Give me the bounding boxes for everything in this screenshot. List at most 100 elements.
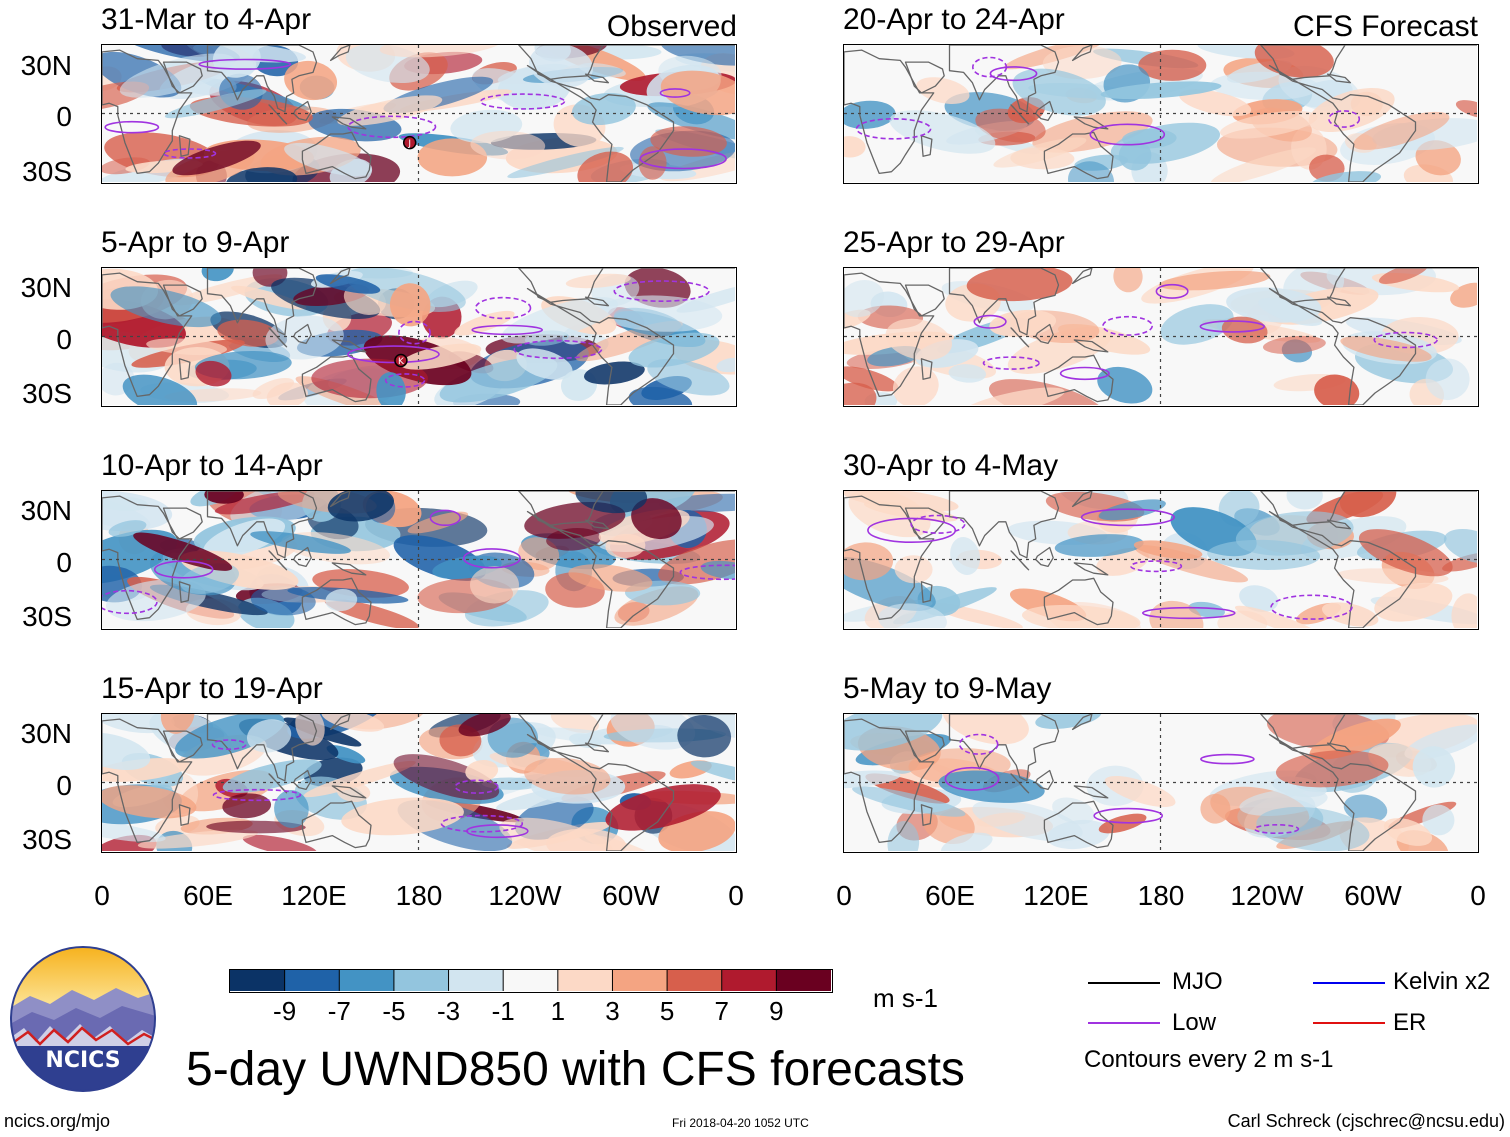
website-link[interactable]: ncics.org/mjo <box>4 1111 111 1131</box>
coastline <box>329 268 351 285</box>
coastline <box>1326 519 1352 530</box>
panel-title-obs-2: 5-Apr to 9-Apr <box>101 226 290 259</box>
coastline <box>1043 354 1114 403</box>
panel-title-obs-4: 15-Apr to 19-Apr <box>101 672 323 705</box>
anomaly-blob <box>1068 161 1114 182</box>
map-canvas <box>844 491 1477 628</box>
anomaly-blob <box>1012 68 1106 116</box>
anomaly-blob <box>203 518 286 558</box>
coastline <box>102 495 193 621</box>
anomaly-blob <box>1200 793 1231 824</box>
anomaly-blob <box>993 137 1087 168</box>
low-contour <box>1270 594 1353 620</box>
map-canvas: J <box>102 45 735 182</box>
colorbar-swatch <box>721 970 777 991</box>
anomaly-blob <box>231 285 307 310</box>
anomaly-blob <box>1042 45 1122 80</box>
coastline <box>162 61 203 94</box>
legend-line-kelvin <box>1313 982 1385 984</box>
coastline <box>584 742 610 753</box>
low-contour <box>212 788 302 802</box>
anomaly-blob <box>1104 775 1176 808</box>
lat-label-30s: 30S <box>22 824 72 855</box>
anomaly-blob <box>647 358 730 396</box>
coastline <box>206 714 318 782</box>
anomaly-blob <box>966 268 1073 302</box>
anomaly-blob <box>844 366 899 392</box>
anomaly-blob <box>470 566 519 604</box>
anomaly-blob <box>894 555 933 584</box>
anomaly-blob <box>1425 358 1470 401</box>
coastline <box>293 100 312 122</box>
anomaly-blob <box>844 280 884 318</box>
anomaly-blob <box>1220 110 1318 139</box>
anomaly-blob <box>284 142 372 177</box>
coastline <box>1010 550 1030 571</box>
anomaly-blob <box>417 138 488 177</box>
coastline <box>301 577 372 626</box>
anomaly-blob <box>265 315 344 360</box>
coastline <box>904 61 945 94</box>
colorbar-tick-label: 9 <box>769 996 784 1026</box>
coastline <box>1268 733 1417 851</box>
coastline <box>301 354 372 403</box>
anomaly-blob <box>108 520 147 537</box>
coastline <box>1010 104 1030 125</box>
low-contour <box>398 320 431 345</box>
anomaly-blob <box>315 274 381 294</box>
anomaly-blob <box>1422 804 1455 836</box>
anomaly-blob <box>878 603 947 628</box>
low-contour <box>867 517 957 543</box>
colorbar-swatch <box>503 970 559 991</box>
anomaly-blob <box>499 817 613 851</box>
anomaly-blob <box>206 820 306 834</box>
low-contour <box>465 824 529 839</box>
anomaly-blob <box>647 102 735 141</box>
low-contour <box>989 66 1038 82</box>
legend-label-kelvin: Kelvin x2 <box>1393 968 1491 995</box>
anomaly-blob <box>1358 529 1453 577</box>
anomaly-blob <box>1158 270 1271 291</box>
panel-title-fc-1: 20-Apr to 24-Apr <box>843 3 1065 36</box>
anomaly-blob <box>119 53 235 98</box>
anomaly-blob <box>1286 491 1323 510</box>
low-contour <box>347 115 437 139</box>
anomaly-blob <box>160 714 195 734</box>
low-contour <box>1155 283 1189 299</box>
storm-marker: K <box>394 353 408 368</box>
anomaly-blob <box>677 714 732 758</box>
colorbar-tick-label: 3 <box>605 996 620 1026</box>
colorbar-swatch <box>612 970 668 991</box>
low-contour <box>1328 110 1361 128</box>
coastline <box>331 339 367 353</box>
anomaly-blob <box>565 273 631 289</box>
coastline <box>920 358 933 380</box>
coastline <box>904 507 945 540</box>
coastline <box>162 284 203 317</box>
anomaly-blob <box>242 834 318 851</box>
panel-title-fc-4: 5-May to 9-May <box>843 672 1052 705</box>
coastline <box>1010 327 1030 348</box>
coastline <box>1260 45 1477 80</box>
legend-label-low: Low <box>1172 1009 1217 1036</box>
anomaly-blob <box>605 784 721 831</box>
observed-label: Observed <box>606 10 737 43</box>
low-contour <box>972 56 1008 78</box>
anomaly-blob <box>700 560 735 580</box>
low-contour <box>1199 320 1265 333</box>
anomaly-blob <box>164 89 267 119</box>
anomaly-blob <box>465 759 499 783</box>
coastline <box>844 49 935 175</box>
anomaly-blob <box>501 297 618 344</box>
anomaly-blob <box>454 310 515 336</box>
coastline <box>178 804 191 826</box>
coastline <box>268 773 288 794</box>
legend-label-er: ER <box>1393 1009 1427 1036</box>
coastline <box>1326 742 1352 753</box>
anomaly-blob <box>844 136 866 158</box>
coastline <box>948 268 1060 336</box>
units-label: m s-1 <box>873 983 938 1013</box>
anomaly-blob <box>852 786 966 817</box>
low-contour <box>1080 508 1175 527</box>
coastline <box>920 135 933 157</box>
